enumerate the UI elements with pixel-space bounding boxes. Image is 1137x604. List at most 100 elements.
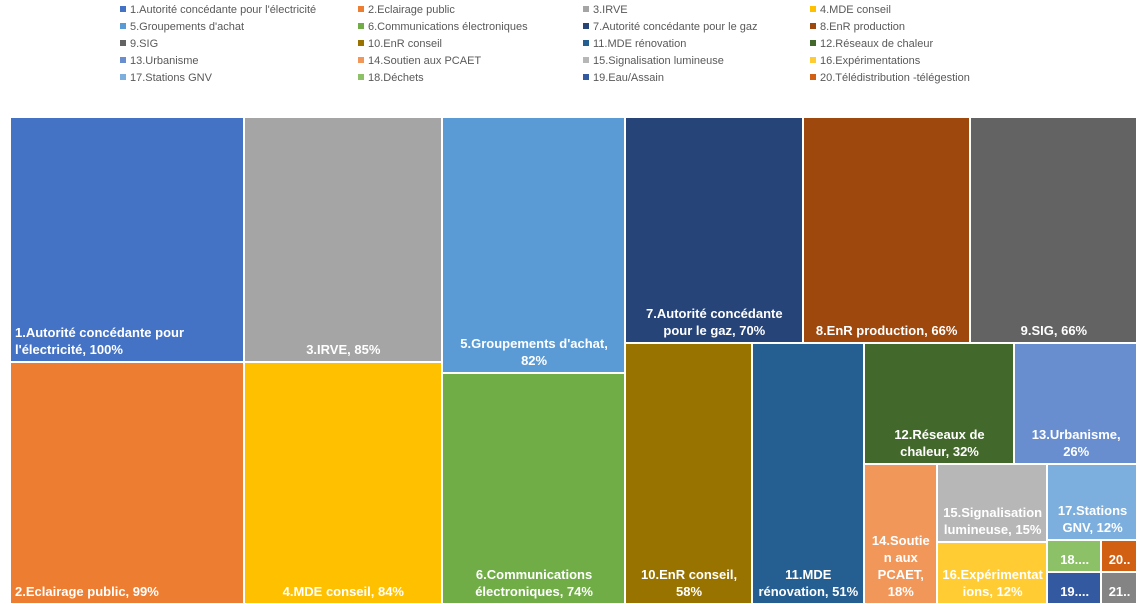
legend-label: 3.IRVE	[593, 4, 628, 16]
treemap-cell: 5.Groupements d'achat, 82%	[442, 117, 626, 373]
legend-item: 11.MDE rénovation	[583, 38, 686, 50]
cell-label: 8.EnR production, 66%	[815, 322, 958, 338]
treemap-cell: 10.EnR conseil, 58%	[625, 342, 752, 604]
cell-label: 15.Signalisation lumineuse, 15%	[943, 504, 1043, 537]
legend-item: 16.Expérimentations	[810, 55, 920, 67]
legend-item: 17.Stations GNV	[120, 72, 212, 84]
legend-label: 9.SIG	[130, 38, 159, 50]
legend-swatch	[810, 6, 816, 12]
legend-item: 14.Soutien aux PCAET	[358, 55, 481, 67]
legend-swatch	[120, 23, 126, 29]
treemap-cell: 12.Réseaux de chaleur, 32%	[863, 342, 1015, 464]
treemap-cell: 6.Communications électroniques, 74%	[442, 372, 626, 604]
legend-label: 4.MDE conseil	[820, 4, 891, 16]
cell-label: 14.Soutien aux PCAET, 18%	[871, 532, 930, 599]
cell-label: 19....	[1060, 583, 1090, 599]
legend-swatch	[583, 40, 589, 46]
cell-label: 13.Urbanisme, 26%	[1031, 426, 1121, 459]
legend-label: 16.Expérimentations	[820, 55, 921, 67]
legend-item: 18.Déchets	[358, 72, 424, 84]
legend-label: 19.Eau/Assain	[593, 72, 664, 84]
cell-label: 20..	[1108, 552, 1131, 568]
legend-label: 7.Autorité concédante pour le gaz	[593, 21, 758, 33]
cell-label: 3.IRVE, 85%	[306, 341, 381, 357]
treemap-cell: 11.MDE rénovation, 51%	[752, 342, 864, 604]
legend-swatch	[120, 74, 126, 80]
legend-item: 19.Eau/Assain	[583, 72, 664, 84]
legend-swatch	[120, 57, 126, 63]
cell-label: 21..	[1108, 583, 1131, 599]
cell-label: 17.Stations GNV, 12%	[1057, 503, 1128, 536]
cell-label: 11.MDE rénovation, 51%	[758, 566, 859, 599]
legend-label: 10.EnR conseil	[368, 38, 442, 50]
legend-item: 15.Signalisation lumineuse	[583, 55, 724, 67]
treemap-cell: 13.Urbanisme, 26%	[1014, 342, 1137, 464]
cell-label: 6.Communications électroniques, 74%	[475, 566, 593, 599]
cell-label: 1.Autorité concédante pour l'électricité…	[15, 324, 185, 357]
legend-item: 9.SIG	[120, 38, 158, 50]
legend-item: 6.Communications électroniques	[358, 21, 528, 33]
legend-item: 3.IRVE	[583, 4, 628, 16]
legend-swatch	[358, 6, 364, 12]
cell-label: 10.EnR conseil, 58%	[641, 566, 738, 599]
legend-item: 2.Eclairage public	[358, 4, 455, 16]
legend-item: 7.Autorité concédante pour le gaz	[583, 21, 758, 33]
legend-item: 8.EnR production	[810, 21, 905, 33]
treemap-cell: 2.Eclairage public, 99%	[10, 361, 244, 604]
legend-item: 10.EnR conseil	[358, 38, 442, 50]
legend-swatch	[358, 74, 364, 80]
cell-label: 12.Réseaux de chaleur, 32%	[894, 426, 985, 459]
treemap-cell: 1.Autorité concédante pour l'électricité…	[10, 117, 244, 362]
legend-swatch	[583, 57, 589, 63]
legend-label: 12.Réseaux de chaleur	[820, 38, 934, 50]
legend-label: 17.Stations GNV	[130, 72, 212, 84]
legend-label: 6.Communications électroniques	[368, 21, 528, 33]
legend-swatch	[583, 74, 589, 80]
treemap-cell: 7.Autorité concédante pour le gaz, 70%	[625, 117, 803, 343]
cell-label: 5.Groupements d'achat, 82%	[460, 335, 608, 368]
legend-swatch	[810, 57, 816, 63]
legend-swatch	[583, 23, 589, 29]
legend-label: 8.EnR production	[820, 21, 905, 33]
cell-label: 18....	[1060, 552, 1090, 568]
legend-label: 2.Eclairage public	[368, 4, 455, 16]
legend-label: 15.Signalisation lumineuse	[593, 55, 724, 67]
treemap-cell: 20..	[1101, 540, 1137, 573]
treemap-cell: 18....	[1047, 540, 1102, 573]
legend-label: 20.Télédistribution -télégestion	[820, 72, 970, 84]
treemap-cell: 15.Signalisation lumineuse, 15%	[937, 463, 1048, 542]
legend-label: 11.MDE rénovation	[593, 38, 687, 50]
legend-label: 1.Autorité concédante pour l'électricité	[130, 4, 317, 16]
legend-item: 12.Réseaux de chaleur	[810, 38, 933, 50]
legend-label: 14.Soutien aux PCAET	[368, 55, 482, 67]
treemap-cell: 21..	[1101, 572, 1137, 604]
legend-item: 4.MDE conseil	[810, 4, 891, 16]
legend-swatch	[120, 6, 126, 12]
legend-label: 18.Déchets	[368, 72, 424, 84]
legend-swatch	[358, 40, 364, 46]
legend-swatch	[583, 6, 589, 12]
cell-label: 16.Expérimentations, 12%	[942, 566, 1043, 599]
treemap-cell: 9.SIG, 66%	[969, 117, 1137, 343]
treemap-cell: 17.Stations GNV, 12%	[1047, 463, 1137, 541]
legend-item: 1.Autorité concédante pour l'électricité	[120, 4, 316, 16]
treemap-cell: 4.MDE conseil, 84%	[243, 361, 442, 604]
legend-swatch	[358, 57, 364, 63]
treemap-cell: 16.Expérimentations, 12%	[937, 541, 1048, 604]
cell-label: 9.SIG, 66%	[1020, 322, 1088, 338]
legend-swatch	[810, 40, 816, 46]
treemap-cell: 8.EnR production, 66%	[802, 117, 970, 343]
legend-swatch	[358, 23, 364, 29]
treemap-cell: 14.Soutien aux PCAET, 18%	[863, 463, 938, 604]
treemap-cell: 19....	[1047, 572, 1102, 604]
cell-label: 2.Eclairage public, 99%	[15, 583, 159, 599]
legend-item: 5.Groupements d'achat	[120, 21, 244, 33]
treemap-cell: 3.IRVE, 85%	[243, 117, 442, 362]
legend-item: 20.Télédistribution -télégestion	[810, 72, 970, 84]
cell-label: 4.MDE conseil, 84%	[282, 583, 404, 599]
legend-label: 5.Groupements d'achat	[130, 21, 245, 33]
legend-label: 13.Urbanisme	[130, 55, 199, 67]
legend-swatch	[120, 40, 126, 46]
legend-item: 13.Urbanisme	[120, 55, 198, 67]
